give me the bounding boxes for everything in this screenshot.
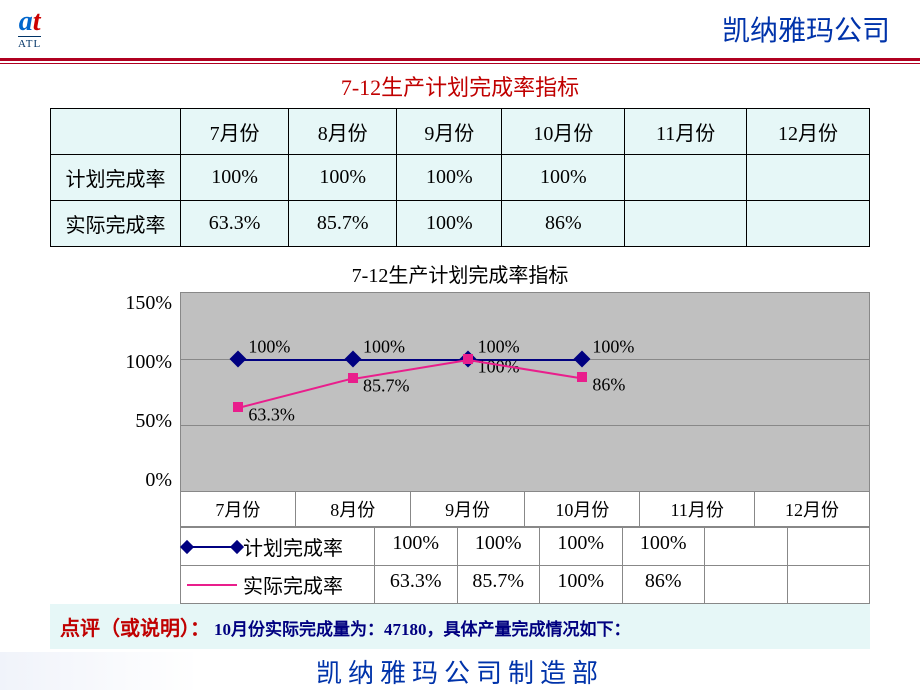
cell xyxy=(625,201,747,247)
footer-note: 点评（或说明）： 10月份实际完成量为：47180，具体产量完成情况如下： xyxy=(50,604,870,649)
logo-sub: ATL xyxy=(18,36,41,50)
table-row: 实际完成率 63.3% 85.7% 100% 86% xyxy=(51,201,870,247)
col-month: 12月份 xyxy=(747,109,870,155)
xtick: 8月份 xyxy=(296,492,411,526)
page-title: 7-12生产计划完成率指标 xyxy=(50,70,870,102)
chart-title: 7-12生产计划完成率指标 xyxy=(50,249,870,292)
cell: 100% xyxy=(375,527,458,565)
cell xyxy=(788,527,870,565)
plot-area: 100%100%100%100%63.3%85.7%100%86% xyxy=(180,292,870,492)
ytick: 100% xyxy=(125,351,172,374)
xtick: 9月份 xyxy=(411,492,526,526)
cell: 100% xyxy=(458,527,541,565)
col-month: 8月份 xyxy=(289,109,397,155)
cell: 85.7% xyxy=(289,201,397,247)
note-body: 10月份实际完成量为：47180，具体产量完成情况如下： xyxy=(214,620,631,639)
y-axis: 150% 100% 50% 0% xyxy=(50,292,180,492)
logo-mark: at xyxy=(19,8,41,36)
cell xyxy=(625,155,747,201)
xtick: 11月份 xyxy=(640,492,755,526)
legend-actual: 实际完成率 xyxy=(181,565,375,603)
cell: 100% xyxy=(397,201,502,247)
footer-bar: 凯纳雅玛公司制造部 xyxy=(0,652,920,690)
xtick: 7月份 xyxy=(181,492,296,526)
ytick: 150% xyxy=(125,292,172,315)
chart-data-table: 计划完成率 100% 100% 100% 100% xyxy=(180,527,870,604)
cell xyxy=(705,565,788,603)
cell: 63.3% xyxy=(375,565,458,603)
col-month: 11月份 xyxy=(625,109,747,155)
table-header-row: 7月份 8月份 9月份 10月份 11月份 12月份 xyxy=(51,109,870,155)
col-month: 7月份 xyxy=(181,109,289,155)
header: at ATL 凯纳雅玛公司 xyxy=(0,0,920,58)
xtick: 12月份 xyxy=(755,492,869,526)
cell: 100% xyxy=(540,565,623,603)
cell: 85.7% xyxy=(458,565,541,603)
logo: at ATL xyxy=(18,8,41,50)
ytick: 0% xyxy=(145,469,172,492)
cell: 86% xyxy=(502,201,625,247)
cell xyxy=(747,155,870,201)
cell: 100% xyxy=(289,155,397,201)
ytick: 50% xyxy=(135,410,172,433)
cell xyxy=(747,201,870,247)
cell: 63.3% xyxy=(181,201,289,247)
cell: 86% xyxy=(623,565,706,603)
col-month: 9月份 xyxy=(397,109,502,155)
cell: 100% xyxy=(540,527,623,565)
cell: 100% xyxy=(397,155,502,201)
row-label: 计划完成率 xyxy=(51,155,181,201)
note-lead: 点评（或说明）： xyxy=(60,618,210,640)
xtick: 10月份 xyxy=(525,492,640,526)
data-table: 7月份 8月份 9月份 10月份 11月份 12月份 计划完成率 100% 10… xyxy=(50,108,870,247)
footer-text: 凯纳雅玛公司制造部 xyxy=(316,653,604,690)
col-month: 10月份 xyxy=(502,109,625,155)
cell: 100% xyxy=(623,527,706,565)
cell: 100% xyxy=(502,155,625,201)
cell xyxy=(705,527,788,565)
chart: 7-12生产计划完成率指标 150% 100% 50% 0% 100%100%1… xyxy=(50,249,870,604)
cell: 100% xyxy=(181,155,289,201)
row-label: 实际完成率 xyxy=(51,201,181,247)
company-title: 凯纳雅玛公司 xyxy=(722,9,890,49)
legend-plan: 计划完成率 xyxy=(181,527,375,565)
cell xyxy=(788,565,870,603)
table-row: 计划完成率 100% 100% 100% 100% xyxy=(51,155,870,201)
x-axis: 7月份 8月份 9月份 10月份 11月份 12月份 xyxy=(180,492,870,527)
